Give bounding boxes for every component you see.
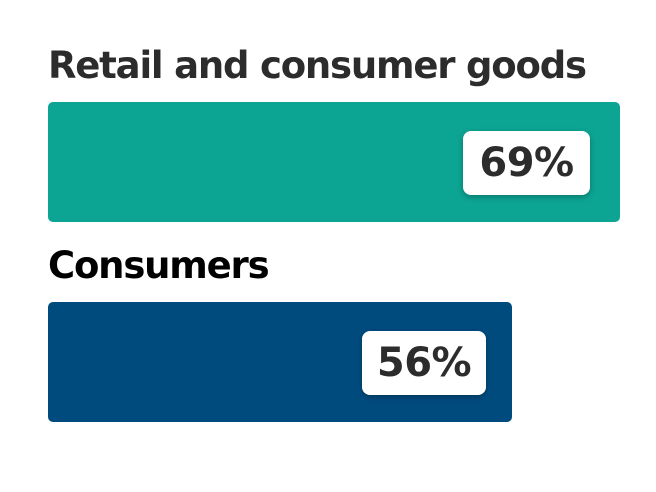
category-label-consumers: Consumers — [48, 244, 270, 287]
category-label-retail-and-consumer-goods: Retail and consumer goods — [48, 44, 587, 87]
bar-chart: Retail and consumer goods 69% Consumers … — [48, 0, 620, 492]
value-label-retail-and-consumer-goods: 69% — [463, 131, 590, 195]
bar-retail-and-consumer-goods: 69% — [48, 102, 620, 222]
bar-consumers: 56% — [48, 302, 512, 422]
value-label-consumers: 56% — [362, 331, 486, 395]
